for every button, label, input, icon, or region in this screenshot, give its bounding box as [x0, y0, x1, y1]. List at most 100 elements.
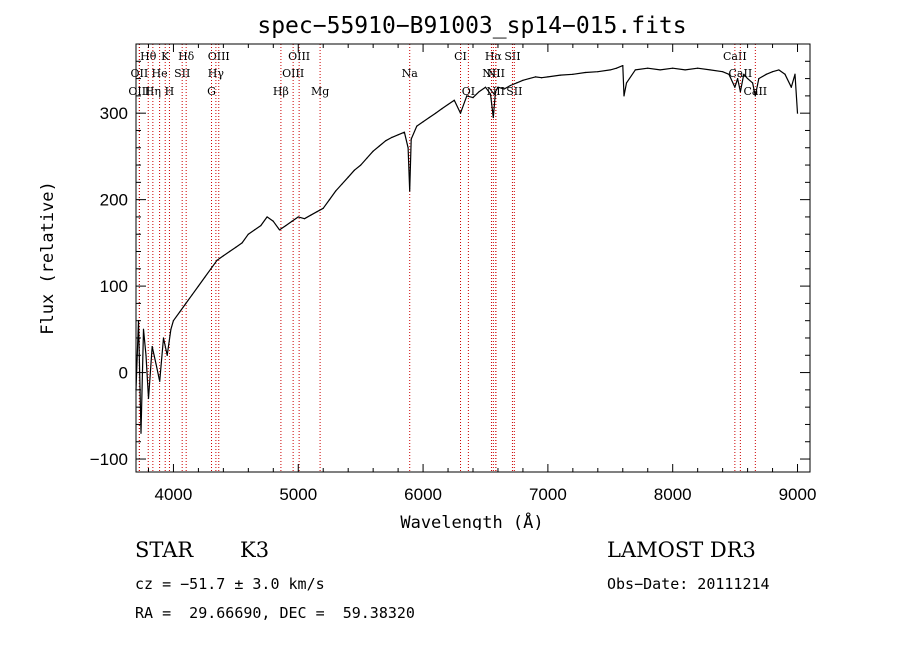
spectral-line-label: OIII	[208, 50, 230, 63]
flux-data-point	[285, 224, 287, 227]
flux-data-point	[397, 134, 399, 136]
flux-data-point	[584, 71, 586, 74]
flux-data-point	[428, 116, 430, 119]
flux-data-point	[547, 76, 549, 78]
y-tick-label: 200	[100, 191, 128, 210]
flux-data-point	[147, 397, 150, 400]
flux-data-point	[709, 69, 711, 71]
flux-data-point	[391, 136, 393, 138]
y-axis-label: Flux (relative)	[38, 181, 58, 335]
flux-data-point	[385, 140, 387, 142]
y-tick-label: 100	[100, 277, 128, 296]
axis-ticks-layer: 4000 5000 6000 7000 8000 9000 −100 0 100 200 300	[90, 44, 817, 504]
x-axis-label: Wavelength (Å)	[400, 511, 543, 530]
flux-data-point	[278, 229, 281, 231]
spectral-line-label: SII	[504, 50, 520, 63]
spectral-line-label: OIII	[288, 50, 310, 63]
flux-data-point	[746, 77, 749, 80]
velocity-readout: cz = −51.7 ± 3.0 km/s	[135, 575, 325, 593]
spectral-line-label: Hα	[485, 50, 503, 63]
flux-data-point	[204, 276, 206, 279]
obs-date: Obs−Date: 20111214	[607, 575, 770, 593]
flux-data-point	[185, 302, 187, 304]
spectral-line-label: CI	[454, 50, 467, 63]
x-tick-label: 9000	[779, 485, 817, 504]
series-layer	[135, 65, 799, 434]
flux-data-point	[142, 328, 145, 330]
coordinates: RA = 29.66690, DEC = 59.38320	[135, 604, 415, 622]
flux-data-point	[145, 354, 147, 356]
spectral-line-label: Mg	[311, 85, 329, 98]
flux-data-point	[572, 73, 574, 75]
flux-data-point	[466, 95, 468, 97]
spectral-line-label: OIII	[128, 85, 150, 98]
flux-data-point	[672, 67, 674, 69]
y-tick-label: 300	[100, 104, 128, 123]
flux-data-point	[503, 88, 505, 90]
flux-data-point	[659, 69, 661, 71]
flux-data-point	[622, 65, 624, 67]
flux-data-point	[459, 112, 462, 114]
flux-data-point	[522, 79, 524, 81]
flux-data-point	[684, 69, 686, 71]
flux-data-point	[353, 169, 356, 171]
x-tick-label: 7000	[529, 485, 567, 504]
spectral-line-label: SII	[174, 67, 190, 80]
flux-data-point	[634, 69, 636, 71]
flux-data-point	[407, 147, 409, 149]
flux-data-point	[360, 164, 362, 166]
flux-data-point	[794, 73, 796, 75]
flux-data-point	[253, 229, 256, 231]
flux-data-point	[347, 176, 349, 178]
flux-data-point	[697, 67, 699, 69]
flux-data-point	[172, 320, 175, 322]
y-tick-label: −100	[90, 450, 128, 469]
spectral-line-label: Na	[402, 67, 419, 80]
flux-data-point	[422, 121, 424, 123]
spectrum-chart: spec−55910−B91003_sp14−015.fits Hθ K Hδ OII…	[38, 13, 817, 530]
spectral-line-label: NII	[482, 67, 500, 80]
flux-series-line	[135, 65, 799, 434]
flux-data-point	[216, 259, 218, 261]
flux-data-point	[484, 86, 487, 88]
flux-data-point	[796, 112, 799, 114]
spectral-line-label: Hδ	[178, 50, 195, 63]
flux-data-point	[771, 71, 774, 73]
flux-data-point	[155, 363, 157, 365]
spectral-line-label: Hγ	[208, 67, 225, 80]
flux-data-point	[272, 220, 274, 222]
flux-data-point	[303, 218, 306, 220]
spectral-line-label: K	[161, 50, 170, 63]
spectral-line-label: CaII	[723, 50, 747, 63]
flux-data-point	[151, 346, 153, 348]
spectral-line-label: Hβ	[273, 85, 289, 98]
flux-data-point	[140, 432, 142, 434]
x-tick-label: 4000	[155, 485, 193, 504]
flux-data-point	[737, 77, 739, 80]
flux-data-point	[322, 207, 324, 209]
flux-data-point	[453, 99, 455, 101]
flux-data-point	[765, 73, 767, 75]
flux-data-point	[784, 73, 786, 75]
flux-data-point	[494, 90, 497, 93]
flux-data-point	[754, 95, 756, 97]
x-tick-label: 8000	[654, 485, 692, 504]
spectral-line-label: G	[207, 85, 216, 98]
spectral-line-label: H	[165, 85, 175, 98]
flux-data-point	[366, 157, 368, 159]
flux-data-point	[291, 220, 293, 222]
flux-data-point	[410, 138, 412, 140]
flux-data-point	[516, 82, 518, 84]
flux-data-point	[335, 190, 337, 192]
flux-data-point	[722, 71, 724, 73]
flux-data-point	[266, 216, 268, 218]
flux-data-point	[597, 71, 599, 73]
spectral-line-label: CaII	[743, 85, 767, 98]
flux-data-point	[743, 73, 745, 75]
flux-data-point	[609, 69, 611, 71]
flux-data-point	[328, 199, 331, 201]
flux-data-point	[235, 246, 237, 248]
flux-data-point	[162, 337, 165, 339]
flux-data-point	[222, 255, 224, 257]
